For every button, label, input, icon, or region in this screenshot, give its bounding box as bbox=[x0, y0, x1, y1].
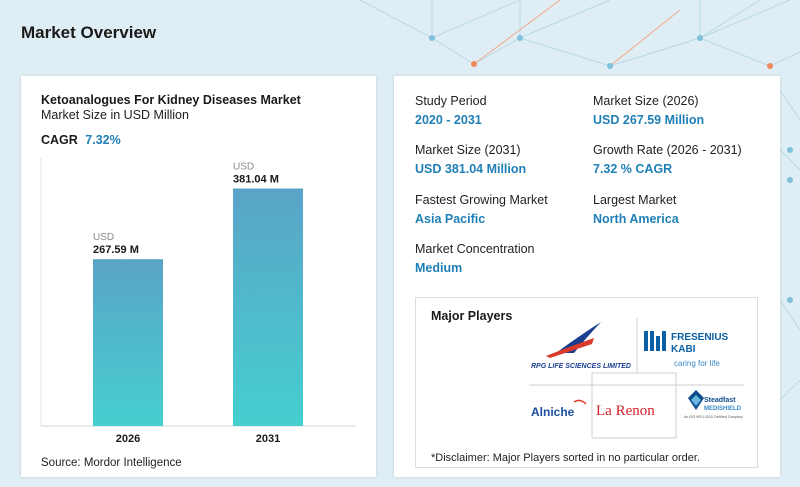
stat-market-size-2026: Market Size (2026) USD 267.59 Million bbox=[593, 94, 704, 127]
la-renon-logo-text: La Renon bbox=[596, 403, 655, 419]
chart-source: Source: Mordor Intelligence bbox=[41, 457, 182, 469]
stat-value: Asia Pacific bbox=[415, 212, 486, 226]
cagr-label: CAGR bbox=[41, 133, 78, 147]
svg-text:KABI: KABI bbox=[671, 344, 696, 355]
stat-value: 7.32 % CAGR bbox=[593, 162, 673, 176]
cagr-value: 7.32% bbox=[85, 133, 121, 147]
page-header: Market Overview bbox=[0, 0, 800, 66]
bar-value-prefix-2031: USD bbox=[233, 162, 254, 173]
svg-text:Steadfast: Steadfast bbox=[704, 397, 736, 404]
chart-subtitle: Market Size in USD Million bbox=[41, 108, 189, 122]
svg-text:MEDISHIELD: MEDISHIELD bbox=[704, 406, 742, 412]
stat-value: USD 267.59 Million bbox=[593, 113, 705, 127]
stat-label: Fastest Growing Market bbox=[415, 193, 548, 207]
steadfast-medishield-logo: Steadfast MEDISHIELD An ISO 9001:2015 Ce… bbox=[684, 390, 743, 419]
stat-value: North America bbox=[593, 212, 679, 226]
players-disclaimer: *Disclaimer: Major Players sorted in no … bbox=[431, 452, 700, 464]
stat-fastest-growing-market: Fastest Growing Market Asia Pacific bbox=[415, 193, 548, 226]
la-renon-logo: La Renon bbox=[596, 403, 655, 419]
players-logo-grid: RPG LIFE SCIENCES LIMITED FRESENIUS KABI… bbox=[529, 318, 744, 439]
alniche-logo: Alniche bbox=[531, 399, 587, 419]
stat-label: Largest Market bbox=[593, 193, 677, 207]
bar-value-label-2031: 381.04 M bbox=[233, 174, 279, 186]
svg-text:An ISO 9001:2015 Certified Com: An ISO 9001:2015 Certified Company bbox=[684, 415, 743, 419]
stat-market-size-2031: Market Size (2031) USD 381.04 Million bbox=[415, 143, 526, 176]
stat-label: Study Period bbox=[415, 94, 487, 108]
cagr-display: CAGR 7.32% bbox=[41, 133, 121, 147]
page-title: Market Overview bbox=[21, 23, 157, 42]
stat-label: Market Size (2026) bbox=[593, 94, 699, 108]
major-players-box: Major Players RPG LIFE SCIENCES LIMITED bbox=[415, 297, 758, 468]
stat-value: USD 381.04 Million bbox=[415, 162, 527, 176]
chart-title: Ketoanalogues For Kidney Diseases Market bbox=[41, 93, 301, 107]
stat-label: Market Size (2031) bbox=[415, 143, 521, 157]
stat-label: Market Concentration bbox=[415, 242, 535, 256]
bar-value-prefix-2026: USD bbox=[93, 232, 114, 243]
chart-card: Ketoanalogues For Kidney Diseases Market… bbox=[21, 76, 376, 477]
stat-market-concentration: Market Concentration Medium bbox=[415, 242, 535, 275]
bar-2031 bbox=[233, 188, 303, 426]
fresenius-kabi-logo: FRESENIUS KABI caring for life bbox=[644, 331, 729, 368]
major-players-title: Major Players bbox=[431, 309, 513, 323]
stat-value: 2020 - 2031 bbox=[415, 113, 482, 127]
stat-growth-rate: Growth Rate (2026 - 2031) 7.32 % CAGR bbox=[593, 143, 742, 176]
x-tick-label-2026: 2026 bbox=[116, 433, 140, 445]
fresenius-tagline: caring for life bbox=[674, 359, 720, 368]
alniche-logo-text: Alniche bbox=[531, 405, 575, 419]
market-stats-card: Study Period 2020 - 2031 Market Size (20… bbox=[394, 76, 780, 477]
bar-value-label-2026: 267.59 M bbox=[93, 244, 139, 256]
rpg-logo-text: RPG LIFE SCIENCES LIMITED bbox=[531, 363, 631, 370]
x-tick-label-2031: 2031 bbox=[256, 433, 280, 445]
bar-2026 bbox=[93, 259, 163, 426]
stat-largest-market: Largest Market North America bbox=[593, 193, 679, 226]
svg-text:FRESENIUS: FRESENIUS bbox=[671, 332, 729, 343]
stat-label: Growth Rate (2026 - 2031) bbox=[593, 143, 742, 157]
stat-study-period: Study Period 2020 - 2031 bbox=[415, 94, 487, 127]
rpg-life-sciences-logo: RPG LIFE SCIENCES LIMITED bbox=[531, 322, 631, 370]
stat-value: Medium bbox=[415, 261, 463, 275]
